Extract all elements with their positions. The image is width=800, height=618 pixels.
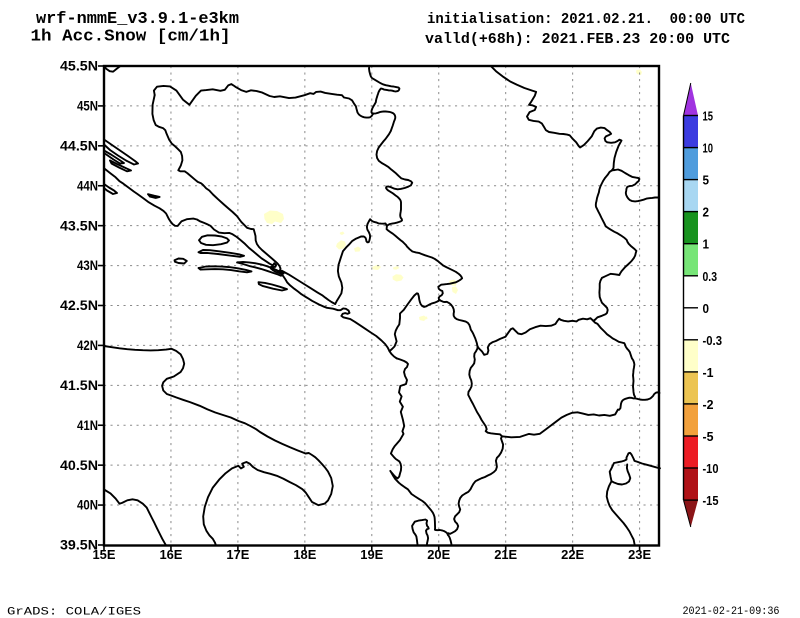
svg-text:-5: -5 — [703, 430, 714, 444]
svg-text:45N: 45N — [77, 98, 98, 114]
svg-text:-1: -1 — [703, 366, 714, 380]
svg-text:45.5N: 45.5N — [60, 58, 98, 74]
svg-text:39.5N: 39.5N — [60, 537, 98, 553]
svg-text:2: 2 — [703, 206, 710, 220]
svg-text:17E: 17E — [226, 547, 249, 562]
svg-text:43N: 43N — [77, 257, 98, 273]
svg-text:20E: 20E — [427, 547, 450, 562]
svg-text:42N: 42N — [77, 337, 98, 353]
svg-text:initialisation: 2021.02.21. 0: initialisation: 2021.02.21. 00:00 UTC — [427, 12, 745, 28]
svg-text:-2: -2 — [703, 398, 714, 412]
svg-text:43.5N: 43.5N — [60, 217, 98, 233]
svg-text:23E: 23E — [628, 547, 651, 562]
svg-text:1h Acc.Snow [cm/1h]: 1h Acc.Snow [cm/1h] — [31, 27, 231, 46]
svg-text:44N: 44N — [77, 177, 98, 193]
svg-text:15E: 15E — [93, 547, 116, 562]
svg-text:0.3: 0.3 — [703, 270, 718, 284]
svg-text:2021-02-21-09:36: 2021-02-21-09:36 — [683, 606, 780, 618]
svg-text:15: 15 — [703, 110, 714, 124]
svg-text:-15: -15 — [703, 494, 719, 508]
svg-text:valld(+68h): 2021.FEB.23 20:00: valld(+68h): 2021.FEB.23 20:00 UTC — [425, 32, 730, 48]
svg-text:16E: 16E — [159, 547, 182, 562]
svg-text:18E: 18E — [293, 547, 316, 562]
svg-text:0: 0 — [703, 302, 710, 316]
svg-text:44.5N: 44.5N — [60, 137, 98, 153]
svg-text:42.5N: 42.5N — [60, 297, 98, 313]
svg-text:41N: 41N — [77, 417, 98, 433]
svg-text:22E: 22E — [561, 547, 584, 562]
svg-text:40N: 40N — [77, 497, 98, 513]
svg-text:10: 10 — [703, 142, 714, 156]
svg-text:21E: 21E — [494, 547, 517, 562]
svg-text:19E: 19E — [360, 547, 383, 562]
svg-text:wrf-nmmE_v3.9.1-e3km: wrf-nmmE_v3.9.1-e3km — [36, 9, 239, 28]
svg-text:41.5N: 41.5N — [60, 377, 98, 393]
svg-text:1: 1 — [703, 238, 710, 252]
svg-text:GrADS: COLA/IGES: GrADS: COLA/IGES — [7, 607, 141, 618]
svg-text:40.5N: 40.5N — [60, 457, 98, 473]
svg-text:5: 5 — [703, 174, 710, 188]
svg-text:-0.3: -0.3 — [703, 334, 723, 348]
svg-text:-10: -10 — [703, 462, 719, 476]
